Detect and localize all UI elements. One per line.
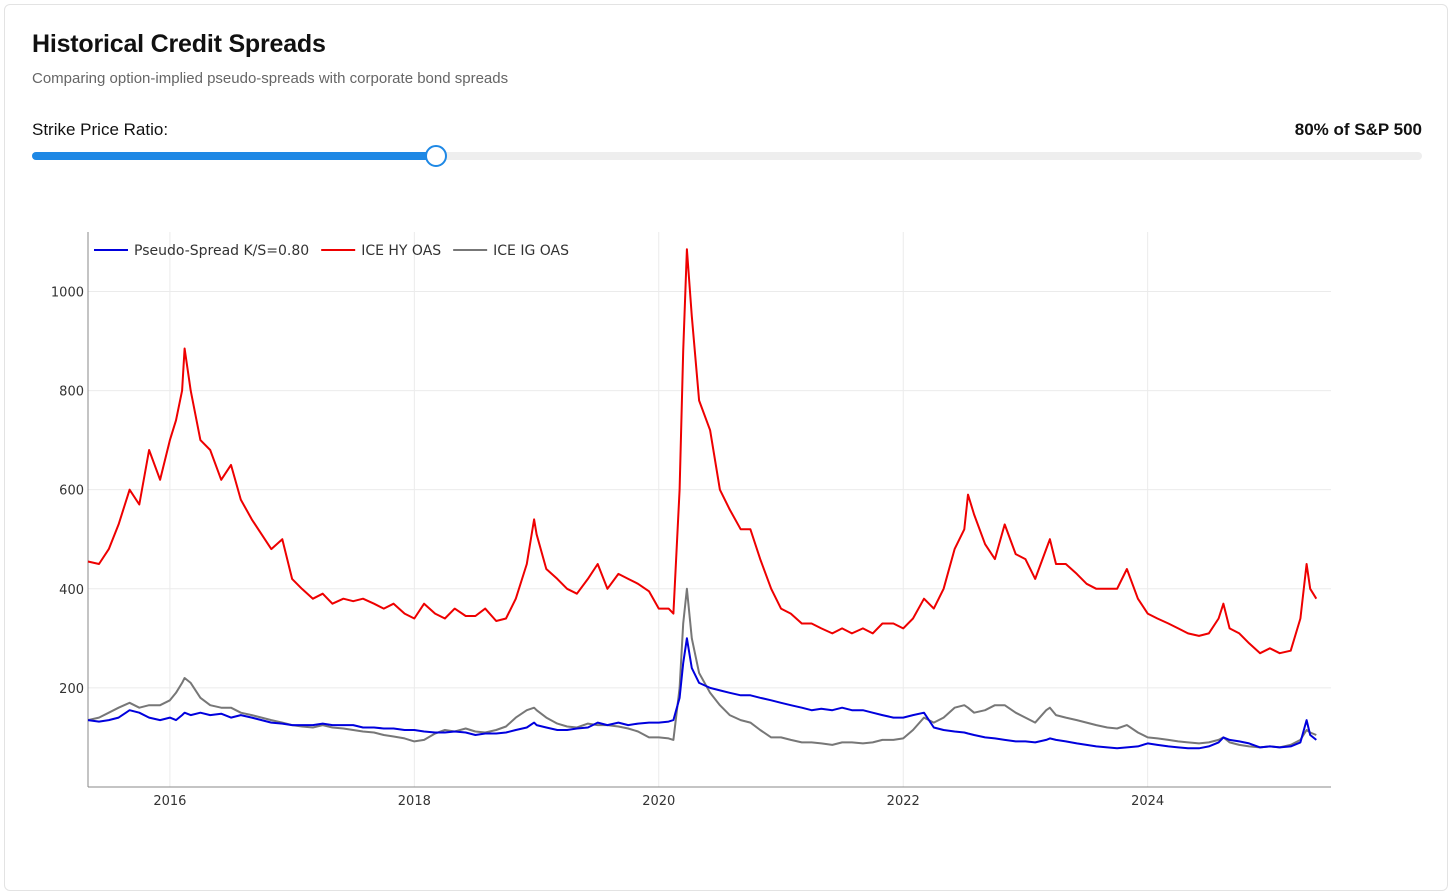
legend-label-pseudo-spread-k-s-0-80: Pseudo-Spread K/S=0.80 <box>134 243 309 259</box>
legend-label-ice-ig-oas: ICE IG OAS <box>493 243 569 259</box>
slider-value: 80% of S&P 500 <box>1294 120 1422 139</box>
y-tick-label: 400 <box>59 583 84 598</box>
series-line-ice-hy-oas <box>87 248 1318 655</box>
x-tick-label: 2024 <box>1131 794 1164 809</box>
slider-thumb[interactable] <box>425 145 448 167</box>
y-tick-label: 1000 <box>51 285 84 300</box>
y-tick-label: 600 <box>59 484 84 499</box>
page-title: Historical Credit Spreads <box>32 30 326 58</box>
page-subtitle: Comparing option-implied pseudo-spreads … <box>32 70 509 87</box>
x-tick-label: 2020 <box>642 794 675 809</box>
x-tick-label: 2018 <box>398 794 431 809</box>
y-tick-label: 200 <box>59 682 84 697</box>
slider-label: Strike Price Ratio: <box>32 120 169 139</box>
strike-ratio-slider[interactable] <box>32 145 1422 167</box>
slider-fill <box>32 152 436 160</box>
legend-label-ice-hy-oas: ICE HY OAS <box>361 243 441 259</box>
x-tick-label: 2022 <box>887 794 920 809</box>
y-tick-label: 800 <box>59 385 84 400</box>
series-line-pseudo-spread-k-s-0-80 <box>87 637 1317 750</box>
x-tick-label: 2016 <box>153 794 186 809</box>
